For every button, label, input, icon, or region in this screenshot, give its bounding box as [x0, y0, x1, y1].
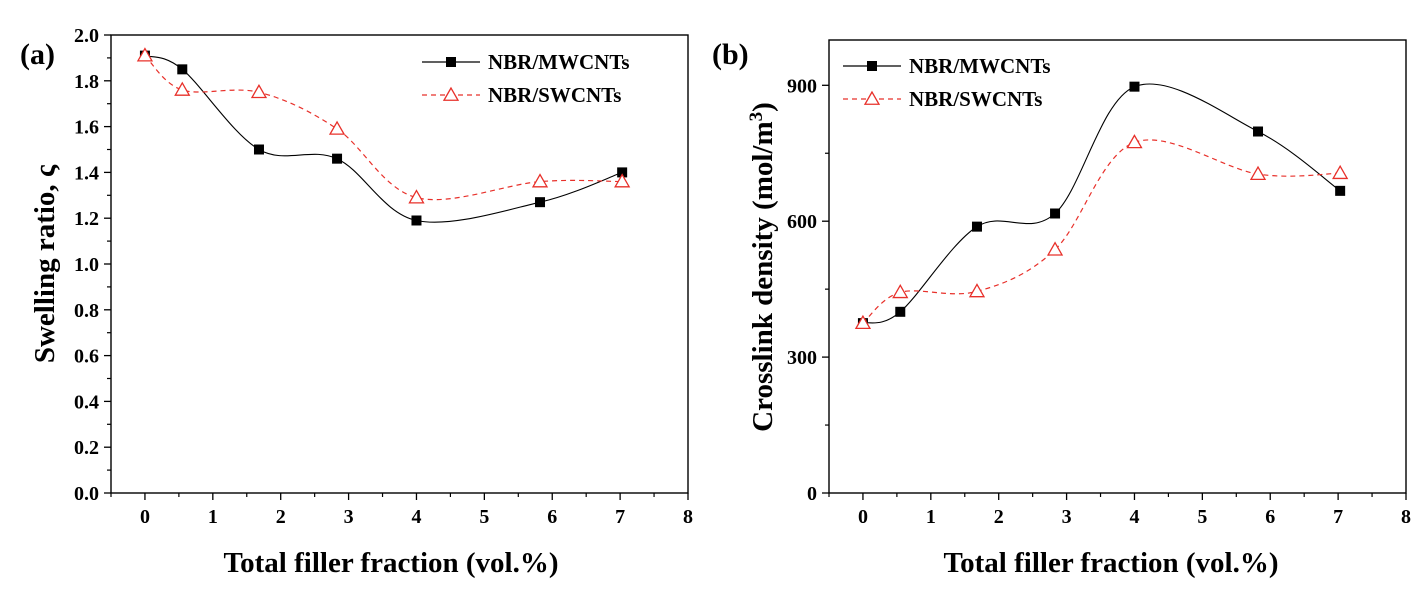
y-tick-label: 0.8 — [74, 300, 99, 322]
series-line — [862, 83, 1341, 324]
y-tick-label: 1.8 — [74, 71, 99, 93]
x-tick-label: 1 — [926, 506, 936, 528]
x-tick-label: 2 — [994, 506, 1004, 528]
x-tick-label: 4 — [411, 506, 421, 528]
data-point — [408, 189, 425, 204]
x-tick-label: 0 — [140, 506, 150, 528]
y-axis-title-superscript: 3 — [746, 112, 767, 122]
data-point — [1046, 241, 1064, 256]
data-point — [332, 153, 343, 164]
legend-marker — [863, 90, 881, 105]
data-point — [854, 314, 872, 330]
y-tick-label: 600 — [787, 211, 817, 233]
data-point — [136, 47, 154, 62]
x-tick-label: 5 — [479, 506, 489, 528]
data-point — [971, 221, 982, 232]
x-tick-label: 5 — [1197, 506, 1207, 528]
data-point — [411, 215, 422, 226]
data-point — [1126, 134, 1143, 149]
y-tick-label: 1.0 — [74, 254, 99, 276]
x-axis-title: Total filler fraction (vol.%) — [943, 547, 1278, 579]
x-tick-label: 1 — [208, 506, 218, 528]
series-line — [144, 55, 623, 223]
x-tick-label: 8 — [1401, 506, 1411, 528]
legend-marker — [867, 61, 877, 71]
data-point — [1249, 165, 1267, 180]
data-point — [328, 120, 346, 135]
x-tick-label: 7 — [615, 506, 625, 528]
y-tick-label: 1.6 — [74, 117, 99, 139]
data-point — [614, 173, 631, 188]
series-line — [862, 139, 1341, 324]
data-point — [895, 306, 906, 317]
data-point — [250, 83, 268, 99]
y-tick-label: 0 — [807, 483, 817, 505]
series-nbrswcnts — [854, 134, 1349, 330]
x-tick-label: 3 — [1062, 506, 1072, 528]
data-point — [892, 284, 909, 299]
data-point — [535, 197, 546, 208]
data-point — [253, 144, 264, 155]
panel-label: (b) — [712, 38, 749, 71]
y-axis-title-text: Crosslink density (mol/m — [747, 121, 779, 431]
x-tick-label: 6 — [1265, 506, 1275, 528]
series-nbrmwcnts — [857, 81, 1346, 329]
legend-label: NBR/MWCNTs — [909, 54, 1051, 78]
legend-label: NBR/SWCNTs — [909, 87, 1042, 111]
x-tick-label: 3 — [344, 506, 354, 528]
legend-label: NBR/SWCNTs — [488, 83, 621, 107]
data-point — [1335, 185, 1346, 196]
legend-marker — [442, 86, 460, 101]
x-tick-label: 4 — [1129, 506, 1139, 528]
y-tick-label: 300 — [787, 347, 817, 369]
y-tick-label: 900 — [787, 75, 817, 97]
y-tick-label: 1.2 — [74, 208, 99, 230]
y-tick-label: 0.2 — [74, 437, 99, 459]
x-tick-label: 7 — [1333, 506, 1343, 528]
x-tick-label: 6 — [547, 506, 557, 528]
x-axis-title: Total filler fraction (vol.%) — [223, 547, 558, 579]
series-line — [144, 55, 623, 201]
y-axis-title: Swelling ratio, ς — [29, 164, 61, 363]
plot-frame — [828, 39, 1407, 494]
panel-label: (a) — [20, 38, 55, 71]
legend-marker — [446, 57, 456, 67]
data-point — [177, 64, 188, 75]
y-tick-label: 0.0 — [74, 483, 99, 505]
legend-label: NBR/MWCNTs — [488, 50, 630, 74]
data-point — [1129, 81, 1140, 92]
x-tick-label: 0 — [858, 506, 868, 528]
data-point — [531, 173, 549, 188]
data-point — [1050, 208, 1061, 219]
data-point — [617, 167, 628, 178]
series-nbrmwcnts — [139, 50, 628, 226]
data-point — [1332, 164, 1349, 180]
y-axis-title: Crosslink density (mol/m3) — [746, 102, 780, 432]
y-tick-label: 0.4 — [74, 391, 99, 413]
data-point — [174, 81, 191, 96]
data-point — [968, 283, 986, 298]
x-tick-label: 2 — [276, 506, 286, 528]
y-tick-label: 0.6 — [74, 346, 99, 368]
data-point — [1253, 126, 1264, 137]
y-tick-label: 2.0 — [74, 25, 99, 47]
series-nbrswcnts — [136, 47, 631, 204]
y-tick-label: 1.4 — [74, 162, 99, 184]
y-axis-title-text: ) — [747, 102, 779, 112]
chart-panel-a: 0 1 2 3 4 5 6 7 8 0.0 0.2 0.4 0.6 0.8 1.0 1.2 1.4 1.6 1.8 2… — [20, 25, 693, 579]
x-tick-label: 8 — [683, 506, 693, 528]
chart-panel-b: 0 1 2 3 4 5 6 7 8 0 300 600 900 (b) Total filler fract… — [712, 38, 1411, 579]
